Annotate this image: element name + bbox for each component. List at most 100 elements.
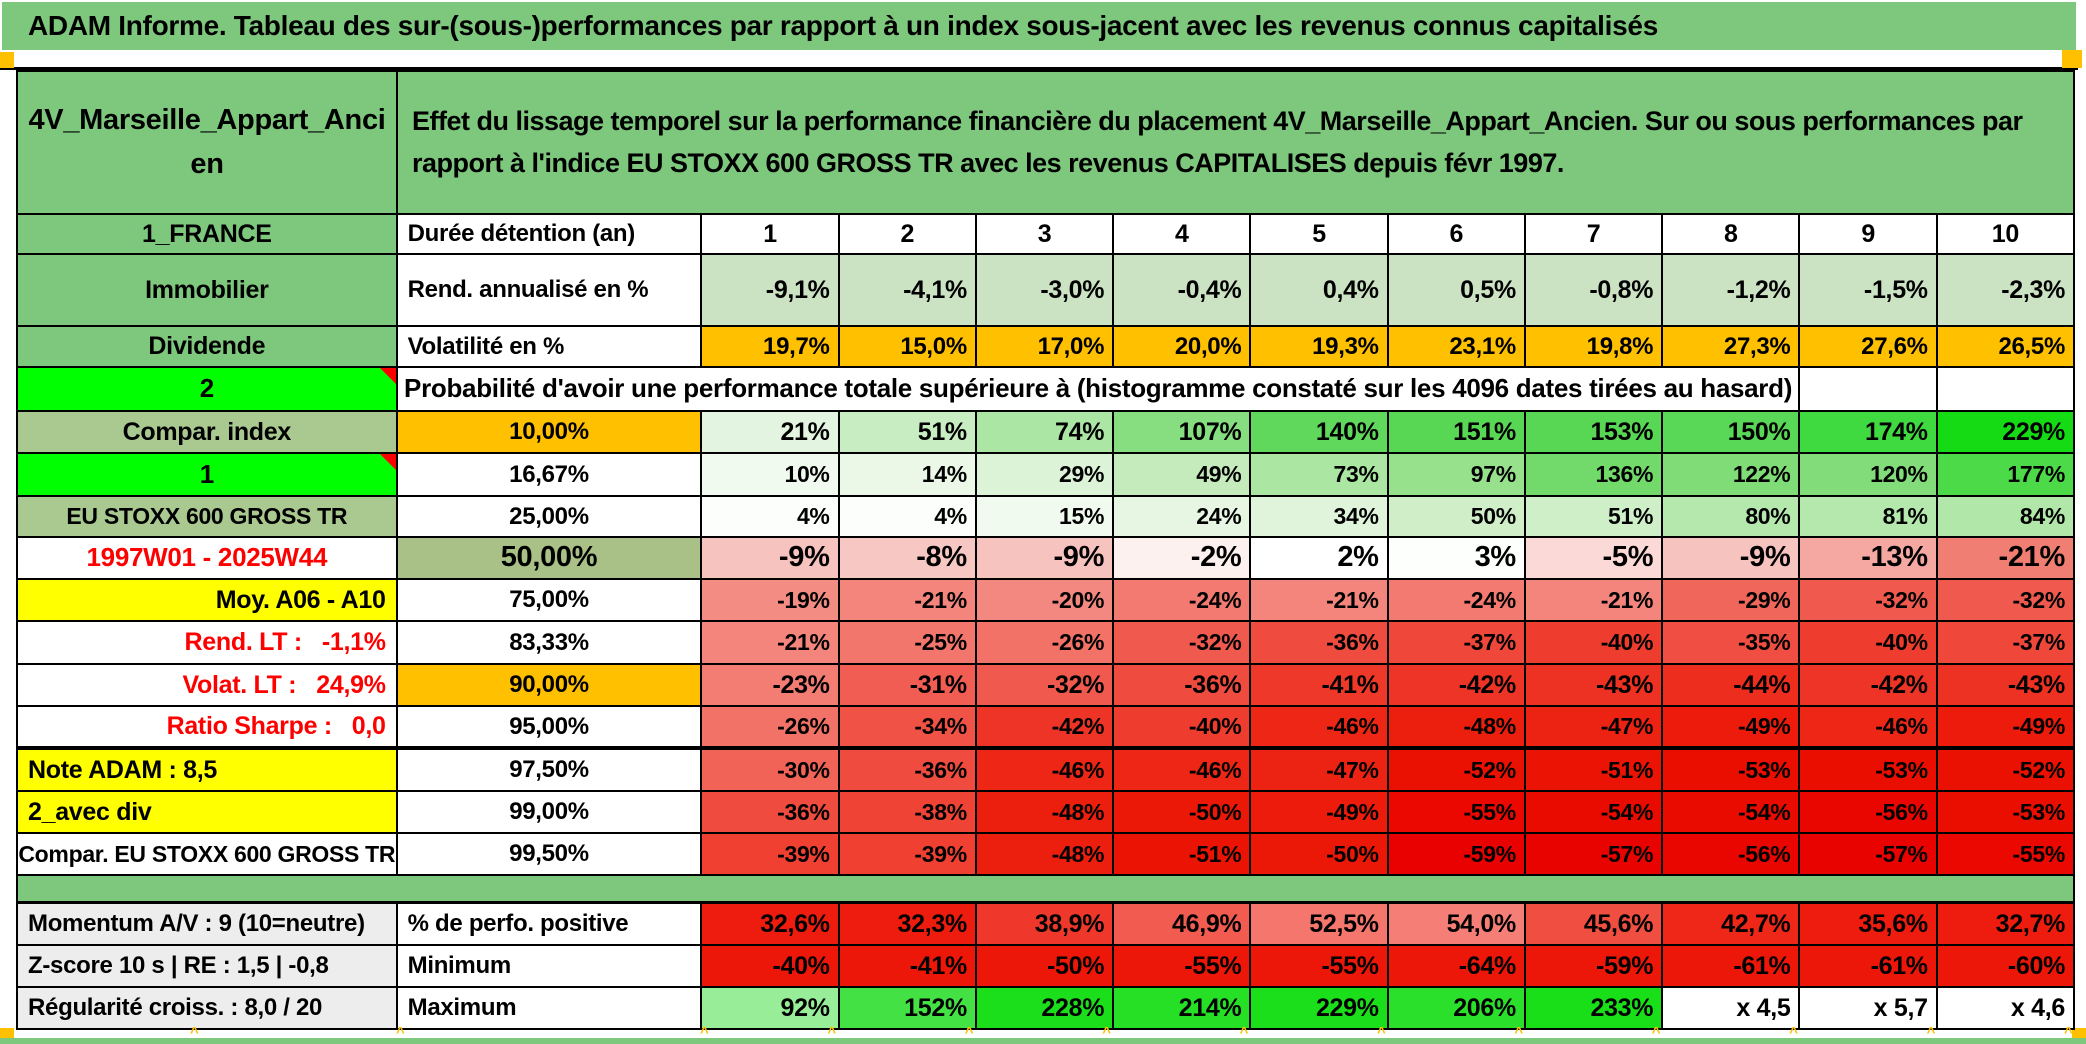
- value-cell-p995-col7[interactable]: -57%: [1525, 834, 1664, 876]
- value-cell-p50-col1[interactable]: -9%: [702, 538, 840, 580]
- value-cell-p995-col8[interactable]: -56%: [1663, 834, 1801, 876]
- value-cell-volatilite-col3[interactable]: 17,0%: [976, 327, 1115, 368]
- value-cell-minimum-col4[interactable]: -55%: [1114, 946, 1252, 988]
- value-cell-p10-col10[interactable]: 229%: [1937, 412, 2075, 454]
- value-cell-perfo-positive-col3[interactable]: 38,9%: [976, 904, 1115, 946]
- header-description-cell[interactable]: Effet du lissage temporel sur la perform…: [398, 72, 2075, 215]
- value-cell-p25-col2[interactable]: 4%: [839, 497, 977, 538]
- value-cell-maximum-col10[interactable]: x 4,6: [1937, 988, 2076, 1030]
- value-cell-p25-col5[interactable]: 34%: [1251, 497, 1389, 538]
- value-cell-rendement-col4[interactable]: -0,4%: [1114, 255, 1252, 327]
- value-cell-rendement-col9[interactable]: -1,5%: [1800, 255, 1938, 327]
- row-label-p25[interactable]: EU STOXX 600 GROSS TR: [18, 497, 398, 538]
- row-sublabel-p50[interactable]: 50,00%: [397, 538, 703, 580]
- row-label-p16[interactable]: 1: [18, 454, 398, 497]
- row-sublabel-volatilite[interactable]: Volatilité en %: [397, 327, 703, 368]
- value-cell-volatilite-col5[interactable]: 19,3%: [1251, 327, 1389, 368]
- value-cell-maximum-col5[interactable]: 229%: [1251, 988, 1389, 1030]
- value-cell-p99-col3[interactable]: -48%: [976, 792, 1115, 834]
- value-cell-p25-col4[interactable]: 24%: [1114, 497, 1252, 538]
- value-cell-maximum-col2[interactable]: 152%: [839, 988, 977, 1030]
- value-cell-p10-col8[interactable]: 150%: [1663, 412, 1801, 454]
- empty-cell[interactable]: [1937, 368, 2075, 412]
- value-cell-p16-col1[interactable]: 10%: [702, 454, 840, 497]
- value-cell-volatilite-col9[interactable]: 27,6%: [1800, 327, 1938, 368]
- value-cell-p95-col3[interactable]: -42%: [976, 707, 1115, 750]
- row-sublabel-p16[interactable]: 16,67%: [397, 454, 703, 497]
- value-cell-p95-col6[interactable]: -48%: [1388, 707, 1526, 750]
- row-sublabel-rendement[interactable]: Rend. annualisé en %: [397, 255, 703, 327]
- value-cell-perfo-positive-col9[interactable]: 35,6%: [1800, 904, 1938, 946]
- row-label-maximum[interactable]: Régularité croiss. : 8,0 / 20: [18, 988, 398, 1030]
- value-cell-minimum-col2[interactable]: -41%: [839, 946, 977, 988]
- value-cell-minimum-col1[interactable]: -40%: [702, 946, 840, 988]
- value-cell-p95-col8[interactable]: -49%: [1663, 707, 1801, 750]
- value-cell-p50-col7[interactable]: -5%: [1525, 538, 1664, 580]
- value-cell-p975-col9[interactable]: -53%: [1800, 750, 1938, 792]
- value-cell-minimum-col3[interactable]: -50%: [976, 946, 1115, 988]
- value-cell-p95-col7[interactable]: -47%: [1525, 707, 1664, 750]
- value-cell-p16-col7[interactable]: 136%: [1525, 454, 1664, 497]
- value-cell-p90-col9[interactable]: -42%: [1800, 665, 1938, 707]
- value-cell-p83-col3[interactable]: -26%: [976, 622, 1115, 665]
- value-cell-p10-col4[interactable]: 107%: [1114, 412, 1252, 454]
- value-cell-p10-col7[interactable]: 153%: [1525, 412, 1664, 454]
- value-cell-p90-col5[interactable]: -41%: [1251, 665, 1389, 707]
- value-cell-p10-col3[interactable]: 74%: [976, 412, 1115, 454]
- value-cell-p83-col2[interactable]: -25%: [839, 622, 977, 665]
- value-cell-p50-col9[interactable]: -13%: [1800, 538, 1938, 580]
- value-cell-p75-col1[interactable]: -19%: [702, 580, 840, 622]
- value-cell-p25-col8[interactable]: 80%: [1663, 497, 1801, 538]
- row-label-minimum[interactable]: Z-score 10 s | RE : 1,5 | -0,8: [18, 946, 398, 988]
- value-cell-rendement-col1[interactable]: -9,1%: [702, 255, 840, 327]
- row-sublabel-maximum[interactable]: Maximum: [397, 988, 703, 1030]
- header-asset-cell[interactable]: 4V_Marseille_Appart_Ancien: [18, 72, 398, 215]
- value-cell-p50-col4[interactable]: -2%: [1114, 538, 1252, 580]
- value-cell-p10-col2[interactable]: 51%: [839, 412, 977, 454]
- value-cell-perfo-positive-col4[interactable]: 46,9%: [1114, 904, 1252, 946]
- merged-probability-cell[interactable]: Probabilité d'avoir une performance tota…: [397, 368, 1801, 412]
- value-cell-duree-col8[interactable]: 8: [1663, 215, 1801, 255]
- value-cell-p975-col8[interactable]: -53%: [1663, 750, 1801, 792]
- empty-cell[interactable]: [1800, 368, 1938, 412]
- row-label-perfo-positive[interactable]: Momentum A/V : 9 (10=neutre): [18, 904, 398, 946]
- value-cell-p75-col3[interactable]: -20%: [976, 580, 1115, 622]
- row-sublabel-duree[interactable]: Durée détention (an): [397, 215, 703, 255]
- row-label-p75[interactable]: Moy. A06 - A10: [18, 580, 398, 622]
- value-cell-p16-col3[interactable]: 29%: [976, 454, 1115, 497]
- row-label-p10[interactable]: Compar. index: [18, 412, 398, 454]
- row-label-p83[interactable]: Rend. LT : -1,1%: [18, 622, 398, 665]
- value-cell-p16-col5[interactable]: 73%: [1251, 454, 1389, 497]
- value-cell-p25-col10[interactable]: 84%: [1937, 497, 2075, 538]
- value-cell-p99-col5[interactable]: -49%: [1251, 792, 1389, 834]
- value-cell-duree-col4[interactable]: 4: [1114, 215, 1252, 255]
- value-cell-p975-col2[interactable]: -36%: [839, 750, 977, 792]
- value-cell-p10-col9[interactable]: 174%: [1800, 412, 1938, 454]
- value-cell-p10-col5[interactable]: 140%: [1251, 412, 1389, 454]
- value-cell-rendement-col5[interactable]: 0,4%: [1251, 255, 1389, 327]
- value-cell-volatilite-col10[interactable]: 26,5%: [1937, 327, 2075, 368]
- value-cell-rendement-col8[interactable]: -1,2%: [1663, 255, 1801, 327]
- value-cell-volatilite-col8[interactable]: 27,3%: [1663, 327, 1801, 368]
- value-cell-p975-col3[interactable]: -46%: [976, 750, 1115, 792]
- value-cell-p50-col8[interactable]: -9%: [1663, 538, 1801, 580]
- row-label-p50[interactable]: 1997W01 - 2025W44: [18, 538, 398, 580]
- value-cell-p25-col3[interactable]: 15%: [976, 497, 1115, 538]
- value-cell-p995-col10[interactable]: -55%: [1937, 834, 2075, 876]
- value-cell-p75-col10[interactable]: -32%: [1937, 580, 2075, 622]
- row-sublabel-p25[interactable]: 25,00%: [397, 497, 703, 538]
- row-sublabel-p975[interactable]: 97,50%: [397, 750, 703, 792]
- value-cell-duree-col5[interactable]: 5: [1251, 215, 1389, 255]
- value-cell-p25-col9[interactable]: 81%: [1800, 497, 1938, 538]
- value-cell-perfo-positive-col6[interactable]: 54,0%: [1388, 904, 1526, 946]
- value-cell-p995-col2[interactable]: -39%: [839, 834, 977, 876]
- row-sublabel-p75[interactable]: 75,00%: [397, 580, 703, 622]
- value-cell-volatilite-col1[interactable]: 19,7%: [702, 327, 840, 368]
- value-cell-p83-col7[interactable]: -40%: [1525, 622, 1664, 665]
- row-label-volatilite[interactable]: Dividende: [18, 327, 398, 368]
- value-cell-p90-col3[interactable]: -32%: [976, 665, 1115, 707]
- value-cell-maximum-col9[interactable]: x 5,7: [1800, 988, 1938, 1030]
- value-cell-p90-col2[interactable]: -31%: [839, 665, 977, 707]
- value-cell-p83-col10[interactable]: -37%: [1937, 622, 2075, 665]
- value-cell-perfo-positive-col10[interactable]: 32,7%: [1937, 904, 2076, 946]
